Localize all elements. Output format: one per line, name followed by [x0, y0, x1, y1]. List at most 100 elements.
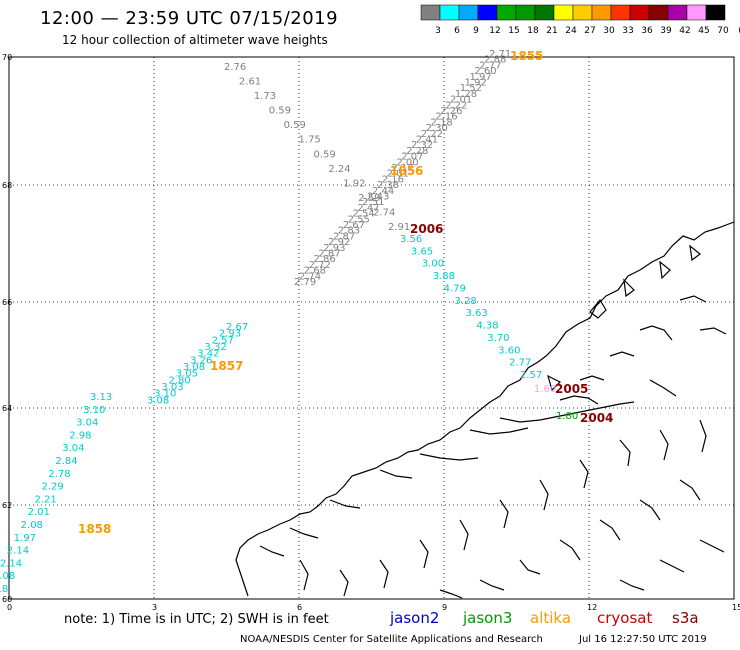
- wave-height-value: 2.55: [348, 214, 370, 225]
- coastline-segment: [599, 519, 621, 541]
- wave-height-value: 2.24: [328, 164, 350, 175]
- wave-height-value: 4.79: [444, 283, 466, 294]
- longitude-tick-label: 9: [442, 603, 447, 612]
- wave-height-value: 2.14: [7, 546, 29, 557]
- coastline-segment: [649, 379, 677, 397]
- pass-time-label: 2004: [580, 411, 613, 425]
- wave-height-value: 3.60: [498, 345, 520, 356]
- map-subtitle: 12 hour collection of altimeter wave hei…: [62, 33, 328, 47]
- coastline-segment: [259, 545, 285, 557]
- wave-height-value: 2.01: [450, 95, 472, 106]
- satellite-legend-altika: altika: [530, 609, 572, 627]
- coastline-segment: [329, 499, 361, 509]
- coastline-segment: [559, 539, 581, 561]
- wave-height-value: 3.08: [183, 362, 205, 373]
- wave-height-value: 3.70: [487, 333, 509, 344]
- wave-height-value: 3.03: [161, 382, 183, 393]
- coastline-segment: [619, 579, 645, 591]
- coastline-segment: [679, 479, 701, 501]
- wave-height-value: 2.47: [357, 203, 379, 214]
- longitude-tick-label: 12: [587, 603, 597, 612]
- track-a: 2.712.882.772.601.971.921.521.282.012.22…: [294, 49, 543, 288]
- wave-height-value: 3.10: [154, 389, 176, 400]
- wave-height-value: 3.63: [465, 308, 487, 319]
- wave-height-value: 2.74: [373, 207, 395, 218]
- wave-height-value: 2.22: [445, 100, 467, 111]
- coastline-segment: [619, 439, 631, 467]
- coastline-segment: [547, 374, 562, 392]
- coastline-segment: [499, 401, 635, 423]
- wave-height-value: 2.74: [299, 271, 321, 282]
- latitude-tick-label: 66: [2, 298, 12, 307]
- wave-height-value: 2.78: [48, 469, 70, 480]
- wave-height-value: 0.59: [313, 149, 335, 160]
- wave-height-value: 2.71: [489, 49, 511, 60]
- coastline-segment: [659, 559, 685, 573]
- wave-height-value: 3.42: [197, 349, 219, 360]
- satellite-legend-jason2: jason2: [390, 609, 440, 627]
- wave-height-value: 2.28: [406, 146, 428, 157]
- coastline-segment: [639, 499, 661, 521]
- wave-height-value: 1.97: [14, 533, 36, 544]
- wave-height-value: 2.30: [426, 123, 448, 134]
- wave-height-value: 2.41: [416, 135, 438, 146]
- pass-time-label: 2005: [555, 382, 588, 396]
- coastline-segment: [679, 295, 707, 303]
- coastline-segment: [419, 453, 479, 461]
- wave-height-value: 2.29: [41, 482, 63, 493]
- coastline-segment: [289, 527, 319, 539]
- coastline-segment: [659, 260, 671, 280]
- wave-height-value: 1.97: [470, 72, 492, 83]
- wave-height-value: 2.14: [0, 558, 22, 569]
- wave-height-value: 2.57: [520, 370, 542, 381]
- coastline-segment: [339, 569, 349, 597]
- wave-height-value: 2.67: [226, 322, 248, 333]
- wave-height-value: 2.00: [396, 157, 418, 168]
- wave-height-value: 3.10: [83, 405, 105, 416]
- wave-height-value: 2.26: [440, 106, 462, 117]
- wave-height-tracks: 2.712.882.772.601.971.921.521.282.012.22…: [0, 49, 613, 595]
- wave-height-value: 1.80: [556, 411, 578, 422]
- latitude-tick-label: 70: [2, 53, 12, 62]
- wave-height-value: 2.77: [479, 60, 501, 71]
- wave-height-value: 2.84: [55, 456, 77, 467]
- wave-height-value: 2.87: [333, 231, 355, 242]
- wave-height-value: 2.32: [411, 140, 433, 151]
- wave-height-value: 3.65: [411, 246, 433, 257]
- wave-height-value: 3.13: [90, 392, 112, 403]
- generated-timestamp: Jul 16 12:27:50 UTC 2019: [579, 634, 707, 645]
- wave-height-value: 2.60: [474, 66, 496, 77]
- wave-height-value: 2.07: [401, 152, 423, 163]
- pass-time-label: 1856: [390, 164, 423, 178]
- wave-height-value: 2.93: [219, 329, 241, 340]
- satellite-legend-jason3: jason3: [463, 609, 513, 627]
- pass-time-label: 1855: [510, 49, 543, 63]
- wave-height-value: 2.18: [0, 584, 8, 595]
- wave-height-value: 2.76: [224, 62, 246, 73]
- coastline-segment: [623, 278, 635, 298]
- wave-height-value: 4.38: [476, 321, 498, 332]
- coastline-segment: [379, 559, 389, 589]
- latitude-tick-label: 60: [2, 595, 12, 604]
- wave-height-value: 2.57: [212, 335, 234, 346]
- wave-height-value: 2.01: [387, 169, 409, 180]
- wave-height-value: 1.60: [534, 384, 556, 395]
- wave-height-value: 3.26: [190, 355, 212, 366]
- coastline-segment: [499, 499, 509, 529]
- track-f: 3.563.65 3.003.884.79 3.283.63 4.383.703.60…: [400, 234, 542, 381]
- wave-height-value: 1.75: [299, 135, 321, 146]
- coastline-segment: [299, 559, 309, 591]
- track-c: 2.672.932.573.323.423.263.083.052.803.03…: [0, 322, 248, 595]
- wave-height-value: 2.18: [431, 117, 453, 128]
- wave-height-value: 0.59: [284, 120, 306, 131]
- wave-height-value: 2.61: [239, 77, 261, 88]
- coastline-segment: [419, 539, 429, 569]
- footer-note: note: 1) Time is in UTC; 2) SWH is in fe…: [64, 612, 329, 627]
- longitude-tick-label: 3: [152, 603, 157, 612]
- coastline-segment: [699, 419, 707, 453]
- wave-height-value: 2.51: [362, 197, 384, 208]
- wave-height-value: 3.00: [422, 259, 444, 270]
- wave-height-value: 2.92: [328, 237, 350, 248]
